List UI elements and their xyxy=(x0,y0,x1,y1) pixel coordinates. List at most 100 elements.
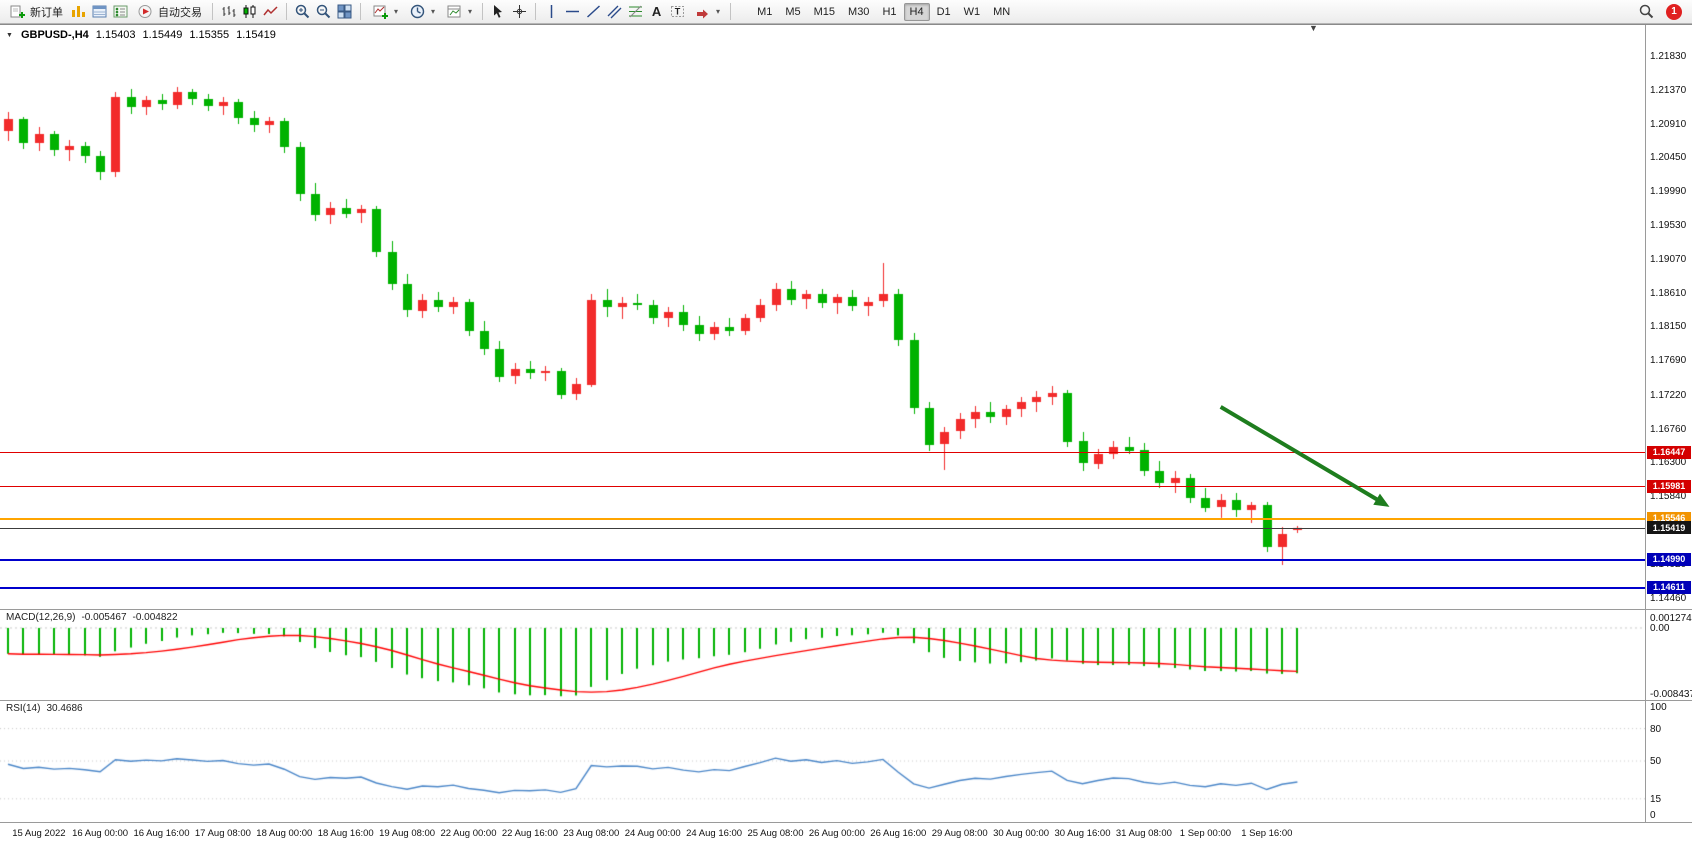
macd-label: MACD(12,26,9) -0.005467 -0.004822 xyxy=(6,612,178,623)
support-line-orange[interactable] xyxy=(0,517,1645,520)
notification-badge[interactable]: 1 xyxy=(1666,3,1682,20)
trendline-tool-icon[interactable] xyxy=(584,2,603,21)
ohlc-close: 1.15419 xyxy=(236,29,276,41)
timeframe-d1-button[interactable]: D1 xyxy=(936,5,951,18)
indicators-caret-icon: ▾ xyxy=(394,7,399,16)
toolbar-separator xyxy=(535,3,537,20)
text-label-tool-icon[interactable]: T xyxy=(668,2,687,21)
timeframe-mn-button[interactable]: MN xyxy=(993,5,1011,18)
crosshair-icon[interactable] xyxy=(510,2,529,21)
toolbar-separator xyxy=(360,3,361,20)
time-axis-label: 26 Aug 16:00 xyxy=(870,828,927,839)
time-axis[interactable]: 15 Aug 2022 16 Aug 00:00 16 Aug 16:00 17 Au… xyxy=(0,822,1692,847)
support-line-blue-1-tag: 1.14990 xyxy=(1647,552,1691,566)
toolbar: 新订单 自动交易 ▾ ▾ xyxy=(0,0,1692,24)
price-axis-label: 1.17690 xyxy=(1650,355,1687,367)
price-axis-label: 1.16760 xyxy=(1650,423,1687,435)
zoom-out-icon[interactable] xyxy=(314,2,333,21)
price-axis-label: 1.19990 xyxy=(1650,186,1687,198)
candlestick-chart-type-icon[interactable] xyxy=(240,2,259,21)
zoom-in-icon[interactable] xyxy=(293,2,312,21)
horizontal-line-tool-icon[interactable] xyxy=(563,2,582,21)
price-axis-label: 1.18610 xyxy=(1650,287,1687,299)
timeframe-h4-button[interactable]: H4 xyxy=(903,2,930,21)
rsi-axis-label: 15 xyxy=(1650,794,1662,805)
price-axis-label: 1.14460 xyxy=(1650,592,1687,604)
data-window-icon[interactable] xyxy=(90,2,109,21)
navigator-icon[interactable] xyxy=(111,2,130,21)
time-axis-label: 25 Aug 08:00 xyxy=(747,828,804,839)
resistance-line-1[interactable] xyxy=(0,452,1645,454)
price-axis-label: 1.20450 xyxy=(1650,152,1687,164)
price-axis-label: 1.20910 xyxy=(1650,118,1687,130)
timeframe-w1-button[interactable]: W1 xyxy=(963,5,981,18)
fibonacci-tool-icon[interactable] xyxy=(626,2,645,21)
tile-windows-icon[interactable] xyxy=(335,2,354,21)
channel-tool-icon[interactable] xyxy=(605,2,624,21)
main-chart-panel: ▼ GBPUSD-,H4 1.15403 1.15449 1.15355 1.1… xyxy=(0,25,1692,609)
toolbar-separator xyxy=(730,3,732,20)
rsi-axis-label: 80 xyxy=(1650,724,1662,735)
rsi-value: 30.4686 xyxy=(46,703,83,714)
support-line-blue-2[interactable] xyxy=(0,586,1645,589)
cursor-icon[interactable] xyxy=(489,2,508,21)
templates-icon xyxy=(445,2,464,21)
bid-price-line[interactable] xyxy=(0,527,1645,529)
timeframe-m30-button[interactable]: M30 xyxy=(848,5,870,18)
text-tool-icon[interactable]: A xyxy=(651,4,662,19)
periods-button[interactable]: ▾ xyxy=(404,1,439,22)
bar-chart-type-icon[interactable] xyxy=(219,2,238,21)
panel-divider[interactable] xyxy=(0,700,1692,701)
resistance-line-1-tag: 1.16447 xyxy=(1647,445,1691,459)
timeframe-m15-button[interactable]: M15 xyxy=(813,5,836,18)
time-axis-label: 24 Aug 16:00 xyxy=(686,828,743,839)
templates-button[interactable]: ▾ xyxy=(441,1,476,22)
rsi-name: RSI(14) xyxy=(6,703,41,714)
timeframe-m1-button[interactable]: M1 xyxy=(757,5,773,18)
time-axis-label: 30 Aug 00:00 xyxy=(993,828,1050,839)
ohlc-low: 1.15355 xyxy=(189,29,230,41)
chart-shift-marker[interactable]: ▼ xyxy=(1309,25,1318,33)
time-axis-label: 1 Sep 00:00 xyxy=(1179,828,1232,839)
macd-panel: MACD(12,26,9) -0.005467 -0.004822 0.0012… xyxy=(0,610,1692,700)
indicators-button[interactable]: ▾ xyxy=(367,1,402,22)
support-line-blue-2-tag: 1.14611 xyxy=(1647,580,1691,594)
price-chart-canvas[interactable] xyxy=(0,25,1645,609)
auto-trading-button[interactable]: 自动交易 xyxy=(132,1,206,22)
macd-signal-value: -0.004822 xyxy=(132,612,178,623)
rsi-axis-label: 0 xyxy=(1650,810,1656,821)
symbol-period-label: GBPUSD-,H4 xyxy=(20,29,89,41)
panel-divider[interactable] xyxy=(0,609,1692,610)
axis-divider xyxy=(1645,25,1646,822)
time-axis-label: 16 Aug 00:00 xyxy=(72,828,129,839)
resistance-line-2-tag: 1.15981 xyxy=(1647,479,1691,493)
macd-main-value: -0.005467 xyxy=(81,612,127,623)
rsi-axis-label: 100 xyxy=(1650,702,1667,713)
price-axis-label: 1.18150 xyxy=(1650,321,1687,333)
time-axis-label: 15 Aug 2022 xyxy=(12,828,66,839)
line-chart-type-icon[interactable] xyxy=(261,2,280,21)
resistance-line-2[interactable] xyxy=(0,486,1645,488)
arrows-tool-icon xyxy=(693,2,712,21)
search-icon[interactable] xyxy=(1637,2,1656,21)
rsi-label: RSI(14) 30.4686 xyxy=(6,703,83,714)
auto-trading-label: 自动交易 xyxy=(158,6,202,19)
time-axis-label: 18 Aug 16:00 xyxy=(317,828,374,839)
price-axis-label: 1.19530 xyxy=(1650,220,1687,232)
arrows-tool-button[interactable]: ▾ xyxy=(689,1,724,22)
timeframe-m5-button[interactable]: M5 xyxy=(785,5,801,18)
price-axis-label: 1.15840 xyxy=(1650,491,1687,503)
support-line-blue-1[interactable] xyxy=(0,558,1645,561)
time-axis-label: 22 Aug 00:00 xyxy=(440,828,497,839)
collapse-triangle-icon[interactable]: ▼ xyxy=(6,31,13,39)
price-axis-label: 1.21830 xyxy=(1650,51,1687,62)
macd-canvas[interactable] xyxy=(0,610,1645,700)
vertical-line-tool-icon[interactable] xyxy=(542,2,561,21)
ohlc-open: 1.15403 xyxy=(95,29,136,41)
ohlc-high: 1.15449 xyxy=(142,29,183,41)
new-order-button[interactable]: 新订单 xyxy=(4,1,67,22)
timeframe-h1-button[interactable]: H1 xyxy=(882,5,897,18)
price-axis-label: 1.17220 xyxy=(1650,389,1687,401)
rsi-canvas[interactable] xyxy=(0,701,1645,821)
market-watch-icon[interactable] xyxy=(69,2,88,21)
